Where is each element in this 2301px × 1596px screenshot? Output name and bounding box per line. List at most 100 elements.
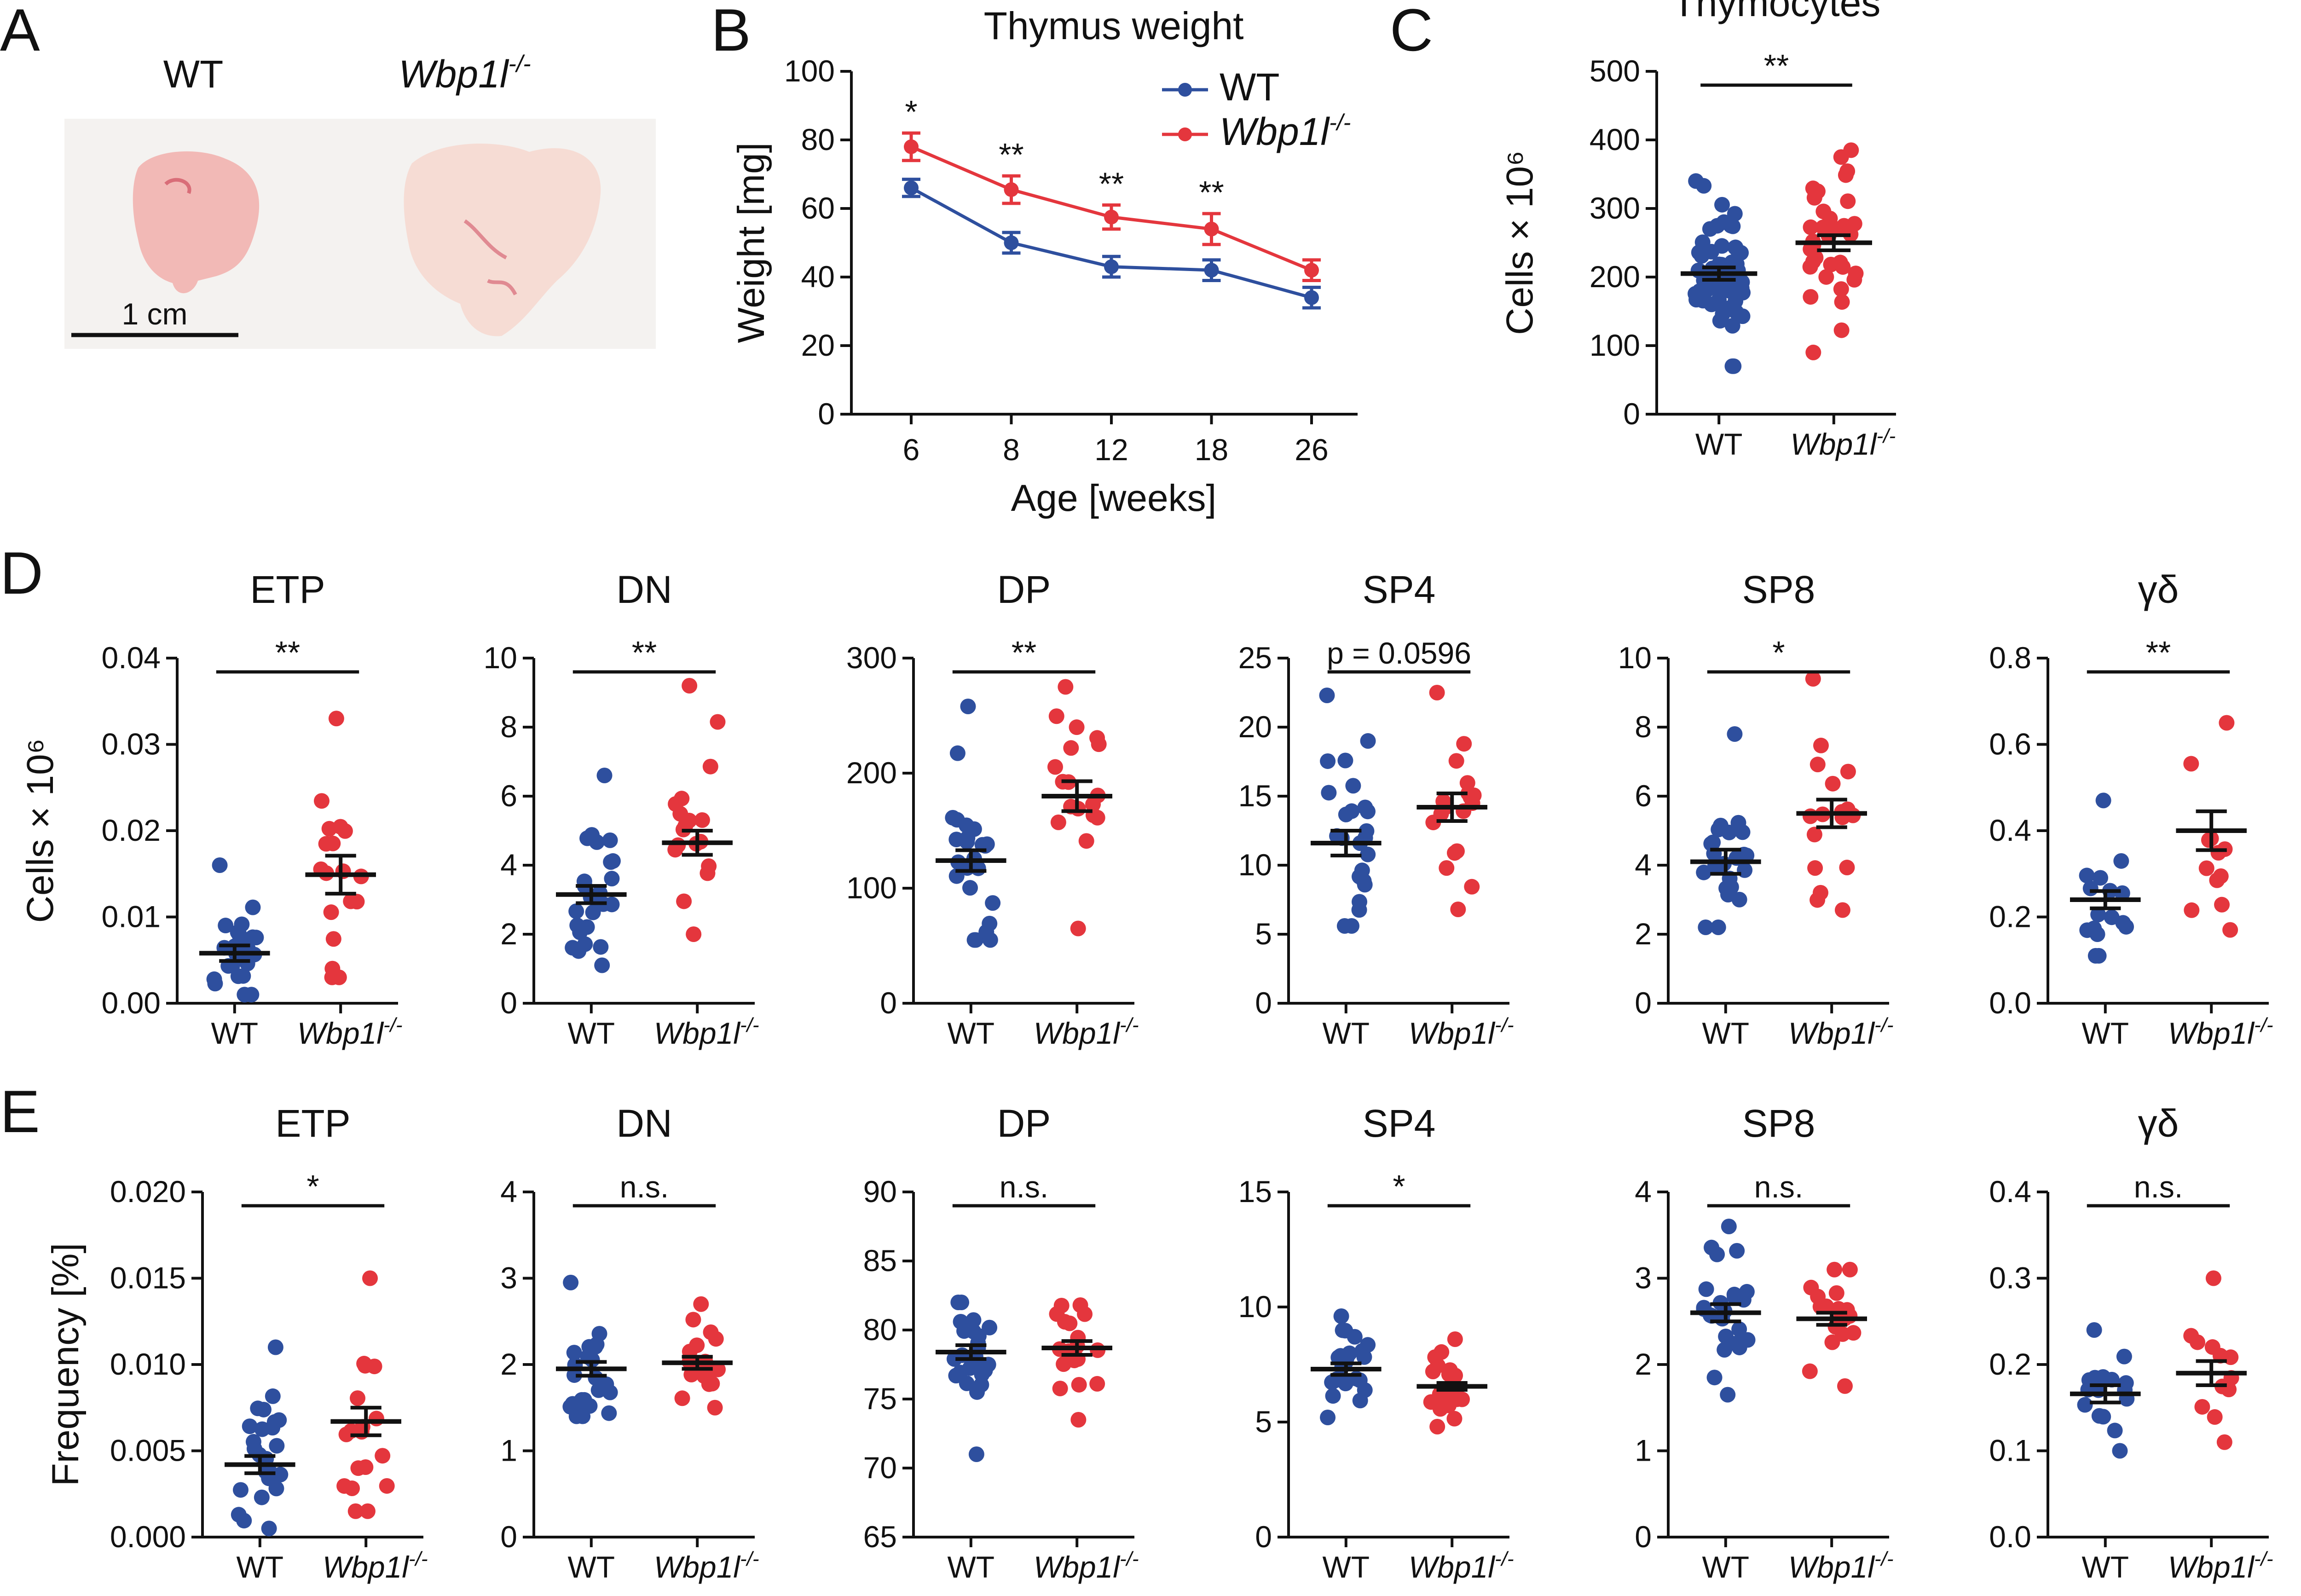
D-SP4-wt-dot [1338, 806, 1354, 822]
E-gd-ytick-label: 0.1 [1989, 1434, 2031, 1468]
D-DN-wt-dot [568, 903, 584, 919]
D-SP4-wt-dot [1320, 753, 1336, 769]
D-SP8-ko-dot [1813, 737, 1829, 753]
chart-e-sp8: SP8 0 1 2 3 4 WT Wbp1l-/- n.s. [1635, 1102, 1893, 1584]
C-wt-dot [1709, 218, 1725, 234]
D-DP-ytick-label: 200 [846, 756, 897, 790]
E-SP4-wt-dot [1325, 1388, 1341, 1404]
D-gd-wt-dot [2113, 853, 2129, 869]
D-DN-xlabel-ko: Wbp1l-/- [654, 1014, 759, 1050]
D-DP-ko-dot [1070, 920, 1086, 937]
D-DN-wt-dot [604, 896, 620, 913]
C-ko-dot [1836, 218, 1852, 234]
E-DN-xlabel-ko-main: Wbp1l [654, 1550, 741, 1584]
D-SP8-wt-dot [1739, 847, 1755, 863]
D-DP-ytick-label: 0 [880, 986, 897, 1020]
D-DN-wt-dot [594, 957, 610, 973]
C-wt-dot [1721, 283, 1737, 299]
E-SP4-ko-dot [1454, 1391, 1470, 1407]
C-ko-dot [1833, 281, 1849, 297]
b-sig-label: ** [1199, 174, 1224, 210]
E-DN-ko-dot [701, 1376, 717, 1392]
D-SP8-ko-dot [1807, 860, 1823, 876]
D-SP4-wt-dot [1360, 846, 1376, 862]
E-DN-ko-dot [674, 1390, 690, 1406]
D-DN-ko-dot [701, 858, 717, 874]
D-ETP-ko-dot [328, 711, 344, 727]
D-SP8-ko-dot [1834, 902, 1850, 918]
D-SP8-ytick-label: 6 [1635, 779, 1652, 813]
E-DN-sig-label: n.s. [620, 1170, 669, 1204]
E-DN-wt-dot [576, 1392, 592, 1408]
E-gd-wt-dot [2087, 1370, 2103, 1386]
D-DN-ytick-label: 2 [500, 917, 517, 951]
D-ETP-ytick-label: 0.03 [102, 727, 161, 761]
D-SP4-wt-dot [1337, 752, 1353, 769]
chart-d-gd: γδ 0.0 0.2 0.4 0.6 0.8 WT Wbp1l-/- ** [1989, 568, 2273, 1050]
D-gd-wt-dot [2095, 792, 2111, 809]
b-ytick-label: 100 [784, 54, 835, 88]
D-SP4-ytick-label: 25 [1238, 641, 1272, 675]
D-gd-wt-dot [2086, 920, 2102, 937]
D-ETP-ytick-label: 0.02 [102, 813, 161, 847]
thymus-ko-vessel [463, 219, 517, 295]
D-SP8-ytick-label: 2 [1635, 917, 1652, 951]
thymus-wt-image [133, 151, 260, 294]
E-SP4-ko-dot [1442, 1362, 1458, 1378]
E-ETP-ko-dot [375, 1448, 391, 1464]
D-SP4-wt-dot [1344, 918, 1360, 934]
E-ETP-ytick-label: 0.005 [110, 1434, 186, 1468]
chart-e-dp: DP 65 70 75 80 85 90 WT Wbp1l-/- n.s. [863, 1102, 1139, 1584]
D-ETP-wt-dot [212, 857, 228, 873]
D-gd-wt-dot [2114, 885, 2130, 901]
E-DN-wt-dot [566, 1345, 582, 1361]
D-SP4-title: SP4 [1363, 568, 1436, 611]
E-SP8-xlabel-ko: Wbp1l-/- [1788, 1548, 1894, 1584]
chart-d-dp: DP 0 100 200 300 WT Wbp1l-/- ** [846, 568, 1139, 1050]
E-DP-wt-dot [954, 1295, 970, 1310]
thymus-weight-chart: Thymus weight 0 20 40 60 80 100 6 8 12 18 26 Age [we… [730, 4, 1358, 519]
b-point-ko [1004, 182, 1019, 197]
D-SP8-wt-dot [1710, 919, 1726, 935]
E-gd-wt-dot [2116, 1348, 2132, 1365]
D-ETP-wt-dot [230, 968, 246, 984]
D-DP-xlabel-ko-main: Wbp1l [1034, 1016, 1121, 1050]
D-SP8-ko-dot [1825, 775, 1841, 792]
C-sig-label: ** [1764, 48, 1789, 84]
D-DN-wt-dot [579, 919, 595, 935]
C-wt-dot [1691, 244, 1707, 260]
E-DN-ytick-label: 0 [500, 1520, 517, 1554]
C-ytick-label: 400 [1590, 122, 1640, 156]
E-ETP-ko-dot [350, 1460, 366, 1476]
C-wt-dot [1728, 304, 1744, 320]
C-xlabel-wt: WT [1695, 427, 1743, 461]
photo-ko-label: Wbp1l-/- [399, 51, 531, 96]
E-SP8-sig-label: n.s. [1754, 1170, 1803, 1204]
E-DP-title: DP [997, 1102, 1051, 1145]
D-gd-ytick-label: 0.8 [1989, 641, 2031, 675]
D-gd-xlabel-ko-sup: -/- [2254, 1014, 2273, 1036]
E-DN-xlabel-wt: WT [567, 1550, 615, 1584]
E-gd-ko-dot [2207, 1409, 2223, 1425]
E-DN-ko-dot [710, 1361, 726, 1377]
C-ytick-label: 0 [1623, 397, 1640, 431]
b-point-wt [1104, 259, 1119, 274]
D-gd-ko-dot [2219, 715, 2235, 731]
E-SP8-ytick-label: 2 [1635, 1347, 1652, 1381]
E-SP8-title: SP8 [1742, 1102, 1815, 1145]
D-ETP-wt-dot [207, 976, 223, 992]
E-ETP-ko-dot [344, 1480, 360, 1497]
C-wt-dot [1726, 358, 1742, 374]
E-SP8-ko-dot [1842, 1261, 1858, 1278]
b-sig-label: * [905, 94, 917, 130]
b-point-ko [1104, 209, 1119, 225]
D-DP-wt-dot [985, 895, 1001, 911]
C-ytick-label: 200 [1590, 260, 1640, 294]
chart-e-etp: ETP 0.000 0.005 0.010 0.015 0.020 WT Wbp1l-/- Fr… [45, 1102, 428, 1584]
E-SP4-ytick-label: 5 [1255, 1405, 1272, 1439]
E-ETP-ko-dot [366, 1359, 382, 1375]
E-ETP-wt-dot [265, 1388, 281, 1404]
D-SP8-wt-dot [1721, 824, 1737, 840]
D-DN-ko-dot [672, 806, 688, 822]
E-ETP-xlabel-ko: Wbp1l-/- [323, 1548, 428, 1584]
